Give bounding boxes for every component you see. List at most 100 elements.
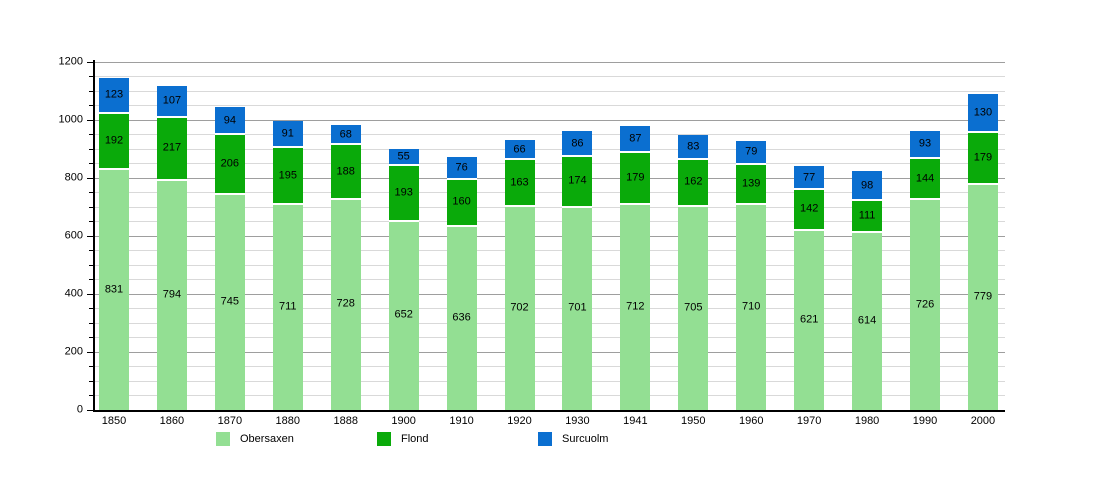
x-axis-tick-label: 1880 [275, 415, 301, 427]
segment-divider [562, 205, 593, 208]
bar-segment-surcuolm [562, 131, 593, 157]
bar-value-label: 111 [858, 209, 876, 222]
bar-segment-obersaxen [967, 184, 998, 410]
segment-divider [446, 178, 477, 181]
x-axis-tick-label: 1920 [507, 415, 532, 427]
minor-gridline [95, 380, 1005, 382]
x-axis-tick-label: 1850 [101, 415, 127, 427]
y-axis-major-tick [87, 351, 93, 353]
segment-divider [504, 205, 535, 208]
y-axis-tick-label: 1200 [58, 55, 83, 68]
bar-segment-flond [562, 156, 593, 207]
bar-value-label: 86 [571, 137, 584, 150]
y-axis-minor-tick [89, 264, 93, 266]
segment-divider [910, 156, 941, 159]
bar-value-label: 160 [452, 195, 471, 208]
y-axis-minor-tick [89, 105, 93, 106]
segment-divider [967, 131, 998, 134]
segment-divider [156, 115, 187, 118]
segment-divider [678, 157, 709, 160]
legend-label: Obersaxen [240, 433, 294, 445]
bar-value-label: 193 [394, 186, 413, 199]
y-axis-major-tick [87, 235, 93, 237]
legend-item-surcuolm: Surcuolm [538, 432, 688, 447]
bar-segment-surcuolm [446, 157, 477, 180]
segment-divider [330, 143, 361, 146]
y-axis-major-tick [87, 61, 93, 63]
segment-divider [388, 163, 419, 166]
bar-segment-surcuolm [330, 124, 361, 145]
legend-swatch-flond [377, 432, 391, 446]
bar-segment-surcuolm [910, 130, 941, 158]
minor-gridline [95, 279, 1005, 280]
bar-value-label: 68 [339, 128, 352, 140]
minor-gridline [95, 105, 1005, 106]
bar-value-label: 91 [281, 127, 294, 140]
bar-segment-surcuolm [620, 126, 651, 152]
bar-segment-surcuolm [794, 166, 825, 189]
y-axis-minor-tick [89, 337, 93, 338]
segment-divider [156, 178, 187, 181]
x-axis-tick-label: 1970 [796, 415, 822, 427]
bar-segment-flond [272, 147, 303, 204]
y-axis-minor-tick [89, 308, 93, 309]
x-axis-tick-label: 1990 [912, 415, 938, 427]
segment-divider [446, 224, 477, 227]
bar-segment-flond [99, 113, 129, 169]
bar-value-label: 130 [973, 106, 993, 119]
minor-gridline [95, 134, 1005, 135]
bar-value-label: 123 [104, 88, 124, 101]
x-axis-tick-label: 1870 [217, 415, 243, 427]
bar-segment-flond [214, 134, 245, 194]
legend-swatch-obersaxen [216, 432, 230, 446]
x-axis-tick-label: 1950 [681, 415, 706, 427]
bar-value-label: 66 [513, 143, 526, 156]
bar-value-label: 83 [687, 140, 700, 153]
major-gridline [95, 293, 1005, 295]
bar-segment-obersaxen [504, 206, 535, 410]
bar-value-label: 614 [857, 314, 877, 327]
bar-segment-obersaxen [446, 225, 477, 410]
x-axis-line [93, 410, 1005, 412]
y-axis-tick-label: 0 [76, 403, 83, 416]
major-gridline [95, 235, 1005, 237]
bar-value-label: 705 [684, 301, 703, 314]
segment-divider [620, 150, 651, 153]
bar-value-label: 726 [915, 298, 935, 311]
legend-item-flond: Flond [377, 432, 527, 447]
bar-segment-surcuolm [967, 94, 998, 133]
bar-segment-flond [736, 163, 767, 205]
segment-divider [678, 204, 709, 207]
bar-segment-surcuolm [852, 171, 883, 200]
y-axis-minor-tick [89, 134, 93, 135]
x-axis-tick-label: 1860 [159, 415, 185, 427]
bar-segment-obersaxen [214, 193, 245, 410]
y-axis-minor-tick [89, 90, 93, 92]
x-axis-tick-label: 1900 [391, 415, 416, 427]
legend-swatch-surcuolm [538, 432, 552, 446]
bar-segment-surcuolm [504, 140, 535, 160]
legend-label: Flond [401, 433, 429, 445]
bar-value-label: 652 [394, 308, 413, 321]
minor-gridline [95, 206, 1005, 208]
minor-gridline [95, 90, 1005, 92]
y-axis-tick-label: 600 [64, 229, 83, 242]
y-axis-minor-tick [89, 322, 93, 324]
x-axis-tick-label: 1980 [854, 415, 880, 427]
segment-divider [388, 219, 419, 222]
minor-gridline [95, 264, 1005, 266]
bar-value-label: 712 [626, 300, 645, 313]
bar-value-label: 179 [626, 171, 645, 184]
minor-gridline [95, 192, 1005, 193]
y-axis-major-tick [87, 409, 93, 411]
segment-divider [794, 187, 825, 190]
y-axis-minor-tick [89, 250, 93, 251]
bar-segment-surcuolm [272, 120, 303, 148]
bar-segment-flond [967, 132, 998, 185]
bar-value-label: 79 [745, 145, 758, 158]
y-axis-major-tick [87, 177, 93, 179]
bar-value-label: 195 [278, 169, 297, 182]
segment-divider [736, 162, 767, 165]
legend-label: Surcuolm [562, 433, 609, 445]
